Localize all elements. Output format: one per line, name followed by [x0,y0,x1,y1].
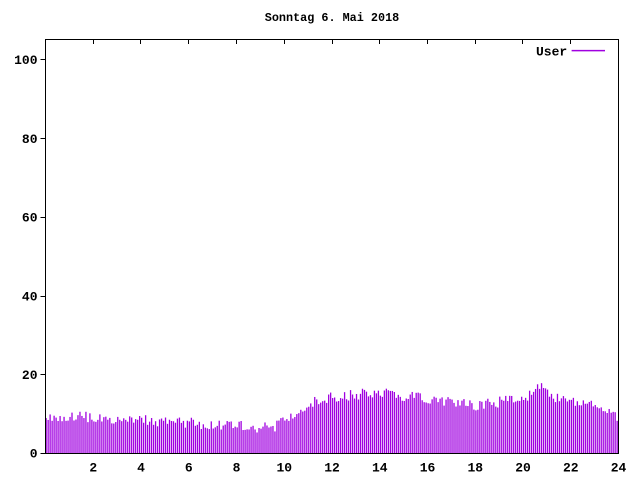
svg-text:12: 12 [324,460,340,475]
svg-text:60: 60 [22,211,38,226]
svg-text:20: 20 [22,368,38,383]
svg-text:40: 40 [22,289,38,304]
svg-text:80: 80 [22,132,38,147]
svg-text:2: 2 [89,460,97,475]
svg-text:100: 100 [14,53,38,68]
svg-text:User: User [536,45,567,60]
svg-text:Sonntag 6. Mai 2018: Sonntag 6. Mai 2018 [265,11,400,25]
svg-text:8: 8 [233,460,241,475]
svg-text:14: 14 [372,460,388,475]
svg-text:16: 16 [420,460,436,475]
svg-text:4: 4 [137,460,145,475]
svg-text:22: 22 [563,460,579,475]
svg-text:20: 20 [515,460,531,475]
svg-text:18: 18 [467,460,483,475]
svg-text:10: 10 [276,460,292,475]
svg-text:0: 0 [30,447,38,462]
svg-text:24: 24 [611,460,627,475]
svg-text:6: 6 [185,460,193,475]
